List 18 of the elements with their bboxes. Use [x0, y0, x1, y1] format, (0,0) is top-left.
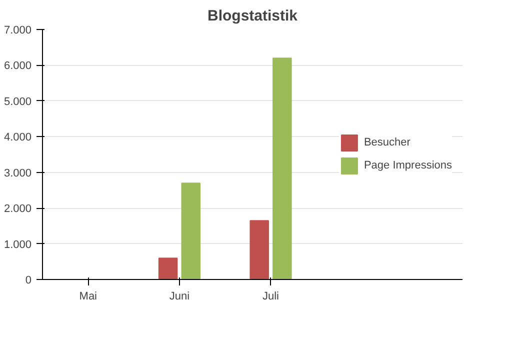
legend-label: Page Impressions	[364, 160, 452, 172]
bar	[250, 220, 269, 280]
y-tick-label: 0	[25, 274, 32, 286]
y-tick-label: 4.000	[4, 132, 32, 144]
x-tick-label: Juli	[262, 290, 280, 302]
y-tick-label: 5.000	[4, 96, 32, 108]
x-tick-label: Juni	[169, 290, 190, 302]
y-tick-label: 2.000	[4, 203, 32, 216]
legend-label: Besucher	[364, 136, 410, 148]
y-tick-label: 1.000	[4, 238, 32, 251]
bar	[181, 182, 200, 280]
bar	[272, 58, 292, 280]
y-tick-label: 6.000	[4, 60, 32, 72]
chart-title: Blogstatistik	[207, 8, 298, 24]
y-tick-label: 3.000	[4, 167, 32, 180]
bar	[158, 258, 178, 280]
x-tick-label: Mai	[79, 290, 98, 302]
y-tick-label: 7.000	[4, 24, 32, 36]
